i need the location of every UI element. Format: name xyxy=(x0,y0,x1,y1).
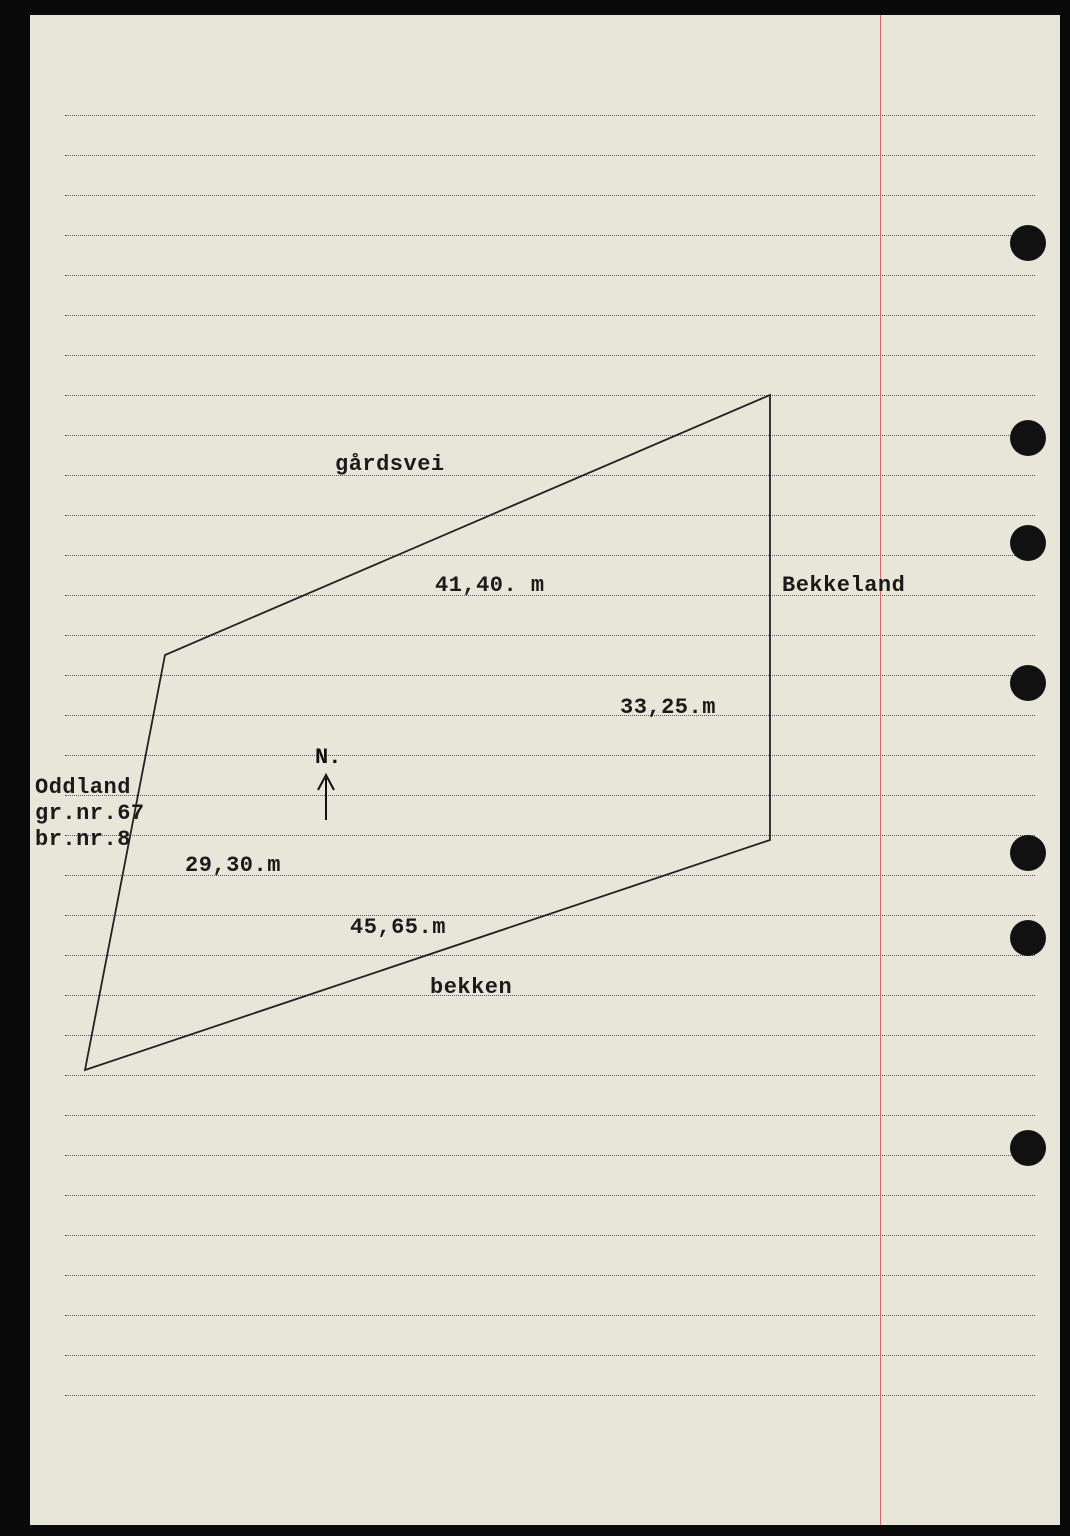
ruled-line xyxy=(65,1355,1035,1356)
ruled-line xyxy=(65,1035,1035,1036)
top-side-length: 41,40. m xyxy=(435,573,545,598)
punch-hole xyxy=(1010,525,1046,561)
ruled-line xyxy=(65,995,1035,996)
paper-sheet: gårdsvei 41,40. m Bekkeland 33,25.m 29,3… xyxy=(30,15,1060,1525)
ruled-line xyxy=(65,1275,1035,1276)
punch-hole xyxy=(1010,665,1046,701)
parcel-polygon xyxy=(85,395,770,1070)
ruled-line xyxy=(65,1395,1035,1396)
north-label: N. xyxy=(315,745,341,770)
ruled-line xyxy=(65,955,1035,956)
ruled-line xyxy=(65,1115,1035,1116)
punch-hole xyxy=(1010,835,1046,871)
ruled-line xyxy=(65,675,1035,676)
right-margin-line xyxy=(880,15,881,1525)
top-side-name: gårdsvei xyxy=(335,452,445,477)
ruled-line xyxy=(65,235,1035,236)
ruled-line xyxy=(65,1155,1035,1156)
ruled-line xyxy=(65,1235,1035,1236)
ruled-line xyxy=(65,795,1035,796)
ruled-line xyxy=(65,115,1035,116)
ruled-line xyxy=(65,475,1035,476)
punch-hole xyxy=(1010,225,1046,261)
ruled-line xyxy=(65,555,1035,556)
ruled-line xyxy=(65,1075,1035,1076)
left-neighbor-line1: Oddland xyxy=(35,775,131,800)
ruled-line xyxy=(65,355,1035,356)
ruled-line xyxy=(65,1315,1035,1316)
ruled-line xyxy=(65,435,1035,436)
ruled-line xyxy=(65,195,1035,196)
bottom-side-length: 45,65.m xyxy=(350,915,446,940)
ruled-line xyxy=(65,835,1035,836)
punch-hole xyxy=(1010,920,1046,956)
ruled-line xyxy=(65,1195,1035,1196)
ruled-line xyxy=(65,515,1035,516)
ruled-line xyxy=(65,315,1035,316)
bottom-side-name: bekken xyxy=(430,975,512,1000)
ruled-line xyxy=(65,755,1035,756)
ruled-line xyxy=(65,715,1035,716)
left-side-length: 29,30.m xyxy=(185,853,281,878)
north-arrow-icon xyxy=(30,15,1060,1525)
left-neighbor-line3: br.nr.8 xyxy=(35,827,131,852)
right-side-name: Bekkeland xyxy=(782,573,905,598)
ruled-line xyxy=(65,395,1035,396)
plot-outline xyxy=(30,15,1060,1525)
punch-hole xyxy=(1010,420,1046,456)
right-side-length: 33,25.m xyxy=(620,695,716,720)
left-neighbor-line2: gr.nr.67 xyxy=(35,801,145,826)
ruled-line xyxy=(65,635,1035,636)
punch-hole xyxy=(1010,1130,1046,1166)
ruled-line xyxy=(65,275,1035,276)
ruled-line xyxy=(65,155,1035,156)
ruled-line xyxy=(65,915,1035,916)
